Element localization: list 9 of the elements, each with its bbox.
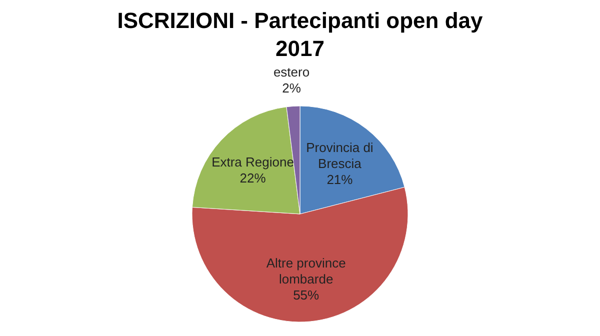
data-label: 55% — [293, 288, 320, 303]
data-label: 2% — [282, 80, 302, 96]
slice-label: Extra Regione — [212, 154, 294, 170]
data-label: 22% — [240, 170, 266, 186]
slice-label: Altre province lombarde — [266, 256, 346, 287]
data-label: 21% — [326, 172, 354, 187]
chart-title: ISCRIZIONI - Partecipanti open day 2017 — [117, 8, 484, 61]
slice-label: estero — [273, 64, 310, 80]
slice-label: Provincia di Brescia — [306, 140, 374, 171]
